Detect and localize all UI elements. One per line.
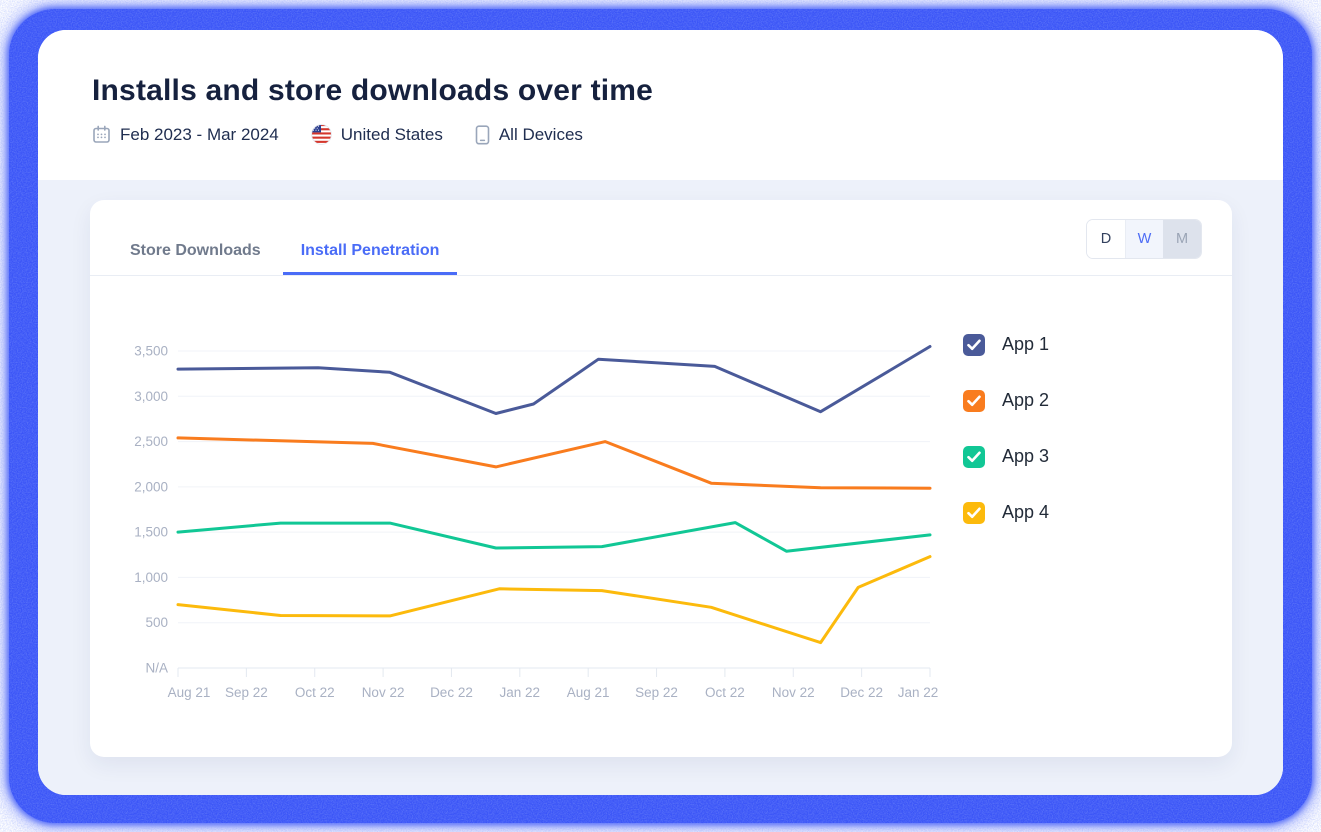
date-range-filter[interactable]: Feb 2023 - Mar 2024 (92, 125, 279, 145)
y-axis-tick-label: N/A (145, 661, 168, 676)
chart-card: Store Downloads Install Penetration D W … (90, 200, 1232, 757)
y-axis-tick-label: 1,500 (134, 525, 168, 540)
x-axis-tick-label: Nov 22 (772, 685, 815, 700)
devices-label: All Devices (498, 124, 583, 144)
x-axis-tick-label: Nov 22 (362, 685, 405, 700)
legend-item-app-4[interactable]: App 4 (963, 501, 1049, 524)
legend-checkbox-checked[interactable] (963, 389, 985, 412)
legend-checkbox-checked[interactable] (963, 445, 985, 468)
devices-filter[interactable]: All Devices (475, 125, 583, 145)
tab-install-penetration[interactable]: Install Penetration (282, 236, 458, 275)
country-filter[interactable]: United States (310, 124, 443, 145)
series-line-app-2 (176, 436, 932, 490)
x-axis-tick-label: Oct 22 (295, 685, 335, 700)
y-axis-tick-label: 2,500 (134, 434, 168, 449)
x-axis-tick-label: Dec 22 (840, 685, 883, 700)
date-range-label: Feb 2023 - Mar 2024 (120, 124, 279, 144)
y-axis-tick-label: 3,000 (134, 389, 168, 404)
x-axis-tick-label: Sep 22 (225, 685, 268, 700)
legend-label: App 1 (1002, 334, 1050, 354)
x-axis-tick-label: Oct 22 (705, 685, 745, 700)
y-axis-tick-label: 3,500 (134, 344, 168, 359)
legend-label: App 2 (1002, 390, 1050, 410)
filters-row: Feb 2023 - Mar 2024 (92, 124, 1229, 145)
x-axis-tick-label: Aug 21 (168, 685, 211, 700)
legend-item-app-3[interactable]: App 3 (963, 445, 1049, 468)
legend-item-app-2[interactable]: App 2 (963, 389, 1049, 412)
calendar-icon (92, 125, 111, 144)
x-axis-tick-label: Sep 22 (635, 685, 678, 700)
series-line-app-1 (176, 345, 932, 415)
granularity-month-button[interactable]: M (1163, 220, 1201, 258)
tab-store-downloads[interactable]: Store Downloads (130, 242, 261, 259)
line-chart: N/A 500 1,000 1,500 2,000 2,500 3,000 3,500 Aug … (134, 344, 939, 701)
legend-checkbox-checked[interactable] (963, 501, 985, 524)
granularity-toggle: D W M (1086, 219, 1202, 259)
legend-label: App 3 (1002, 446, 1050, 466)
y-axis-tick-label: 1,000 (134, 570, 168, 585)
mobile-device-icon (475, 124, 490, 145)
page-header: Installs and store downloads over time (38, 30, 1283, 180)
chart-legend: App 1 App 2 App 3 App 4 (963, 333, 1049, 557)
page-title: Installs and store downloads over time (92, 74, 654, 107)
granularity-day-button[interactable]: D (1087, 220, 1125, 258)
legend-checkbox-checked[interactable] (963, 333, 985, 356)
app-window: Installs and store downloads over time (38, 30, 1283, 795)
y-axis-tick-label: 500 (145, 615, 168, 630)
us-flag-icon (310, 124, 332, 145)
legend-item-app-1[interactable]: App 1 (963, 333, 1049, 356)
x-axis-tick-label: Dec 22 (430, 685, 473, 700)
chart-tabs: Store Downloads Install Penetration (90, 236, 1232, 276)
granularity-week-button[interactable]: W (1125, 220, 1163, 258)
legend-label: App 4 (1002, 502, 1050, 522)
y-axis-tick-label: 2,000 (134, 479, 168, 494)
country-label: United States (340, 124, 443, 144)
x-axis-tick-label: Aug 21 (567, 685, 610, 700)
x-axis-tick-label: Jan 22 (500, 685, 541, 700)
dashboard-body: Store Downloads Install Penetration D W … (38, 180, 1283, 795)
x-axis-tick-label: Jan 22 (898, 685, 939, 700)
series-line-app-4 (176, 555, 932, 645)
series-line-app-3 (176, 521, 932, 553)
